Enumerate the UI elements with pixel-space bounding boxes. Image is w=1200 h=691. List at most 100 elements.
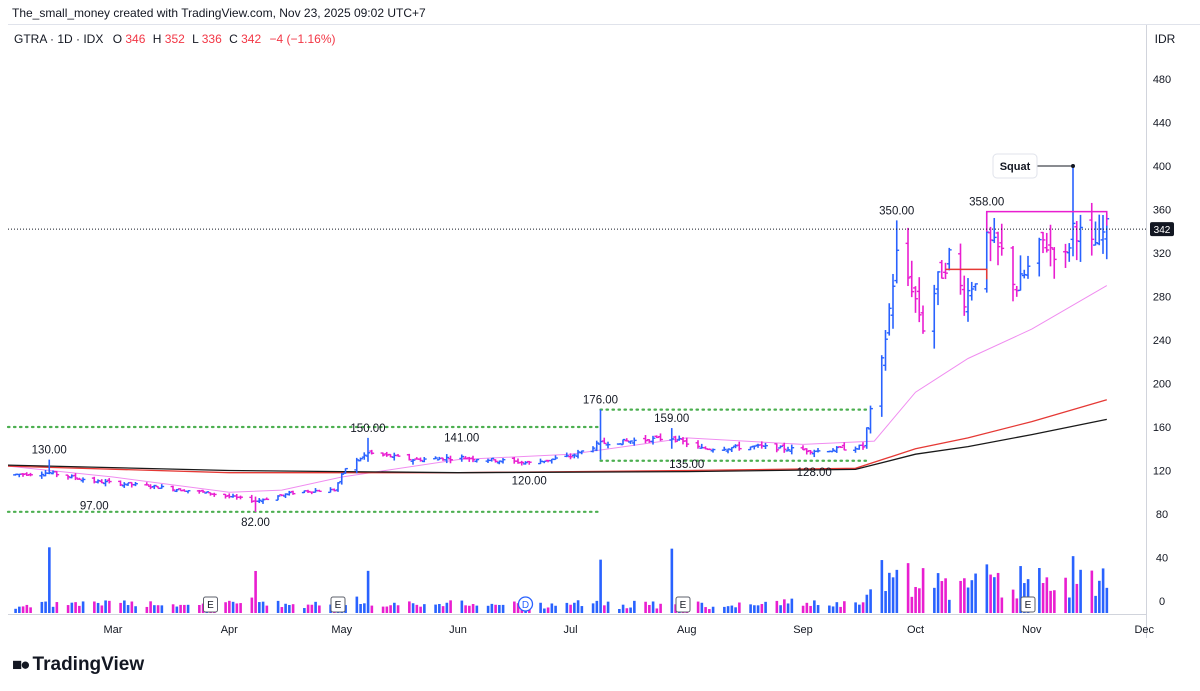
volume-bar [749, 604, 752, 613]
annotations: Squat [992, 153, 1075, 179]
level-lines [6, 408, 868, 513]
volume-bar [670, 548, 674, 613]
volume-bar [629, 607, 632, 613]
volume-bar [186, 604, 190, 613]
x-tick-label: Apr [221, 624, 238, 636]
tradingview-brand[interactable]: ■● TradingView [12, 654, 144, 676]
price-label: 130.00 [32, 445, 67, 457]
event-label: E [680, 600, 687, 611]
volume-bar [239, 603, 242, 613]
legend-open-value: 346 [125, 32, 145, 46]
price-label: 97.00 [80, 501, 109, 513]
volume-bar [224, 602, 227, 613]
volume-bar [389, 605, 392, 613]
y-tick-label: 160 [1153, 422, 1171, 434]
x-tick-label: Nov [1022, 624, 1042, 636]
volume-bar [948, 599, 951, 613]
volume-bar [445, 602, 449, 613]
volume-bar [153, 605, 156, 613]
y-tick-label: 360 [1153, 205, 1171, 217]
volume-bar [884, 591, 887, 613]
volume-bar [963, 578, 966, 613]
volume-bar [254, 570, 257, 613]
x-tick-label: Jun [449, 624, 467, 636]
volume-bar [1000, 597, 1004, 613]
volume-bar [816, 605, 820, 613]
volume-bar [618, 608, 621, 613]
dividend-marker [517, 596, 534, 612]
volume-bar [738, 602, 741, 613]
volume-bar [839, 606, 842, 613]
legend-close-label: C [229, 32, 238, 46]
y-tick-label: 120 [1153, 466, 1171, 478]
volume-bar [696, 601, 700, 613]
volume-bar [1098, 580, 1101, 613]
volume-bar [880, 560, 884, 613]
brand-name: TradingView [32, 654, 145, 675]
volume-bar [81, 601, 85, 613]
volume-bar [659, 603, 662, 613]
volume-bar [1041, 583, 1045, 613]
legend-symbol: GTRA · 1D · IDX [14, 32, 103, 46]
volume-bar [633, 600, 636, 613]
volume-bar [1045, 577, 1049, 613]
volume-bar [55, 602, 59, 613]
volume-bar [753, 605, 756, 613]
volume-bar [985, 564, 989, 613]
event-label: E [1025, 600, 1032, 611]
volume-bar [891, 577, 895, 613]
volume-bar [576, 600, 580, 613]
volume-bar [123, 600, 126, 613]
volume-bar [288, 604, 291, 613]
y-tick-label: 0 [1159, 596, 1165, 608]
volume-bar [1094, 595, 1097, 613]
volume-bar [783, 599, 786, 613]
price-label: 159.00 [654, 413, 689, 425]
volume-bar [306, 604, 310, 613]
x-tick-label: Sep [793, 624, 813, 636]
volume-bar [599, 559, 602, 613]
volume-bar [51, 606, 55, 613]
volume-bar [419, 606, 422, 613]
price-label: 150.00 [350, 423, 385, 435]
price-label: 120.00 [512, 476, 547, 488]
volume-bar [231, 601, 235, 613]
volume-bar [261, 601, 265, 613]
volume-bar [498, 604, 501, 613]
volume-bar [1090, 570, 1094, 613]
y-tick-label: 480 [1153, 74, 1171, 86]
volume-bar [906, 563, 910, 613]
volume-bar [554, 605, 557, 613]
volume-bar [359, 604, 362, 613]
volume-bar [940, 581, 944, 613]
volume-bar [888, 572, 891, 613]
volume-bar [48, 547, 51, 613]
volume-bar [936, 573, 940, 613]
volume-bar [813, 600, 816, 613]
volume-bar [183, 604, 186, 613]
annotation-box [992, 153, 1038, 179]
volume-bar [835, 602, 839, 613]
volume-bar [1026, 579, 1030, 613]
last-price: 342 [8, 222, 1174, 237]
volume-bar [415, 604, 419, 613]
price-label: 176.00 [583, 395, 618, 407]
x-axis[interactable]: Mar Apr May Jun Jul Aug Sep Oct Nov Dec [104, 624, 1155, 636]
volume-bar [625, 608, 629, 613]
volume-bar [595, 600, 599, 613]
volume-bar [464, 605, 467, 613]
volume-bar [843, 601, 846, 613]
volume-bar [573, 602, 576, 613]
volume-bar [130, 601, 134, 613]
volume-bar [310, 604, 314, 613]
volume-bar [318, 605, 321, 613]
volume-bar [621, 604, 625, 613]
volume-bar [393, 602, 396, 613]
volume-bar [1105, 587, 1109, 613]
volume-bar [314, 601, 317, 613]
volume-bar [700, 602, 704, 613]
volume-bar [438, 604, 441, 613]
